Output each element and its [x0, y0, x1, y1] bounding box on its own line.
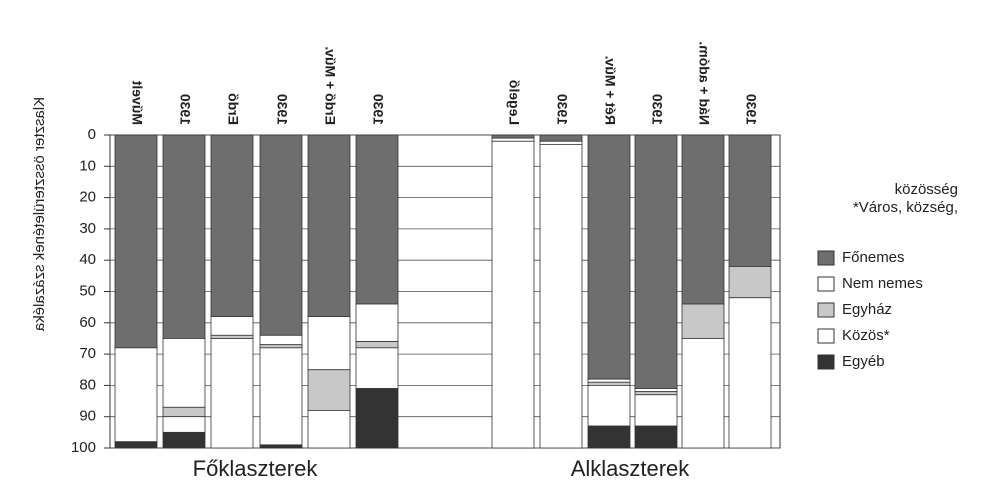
bar-segment	[587, 384, 631, 427]
bar-segment	[681, 338, 725, 449]
bar-segment	[634, 425, 678, 449]
x-tick-label: 1930	[554, 94, 570, 125]
bar-segment	[634, 388, 678, 393]
legend-swatch	[817, 302, 835, 318]
bar-segment	[114, 441, 158, 449]
bar-segment	[162, 134, 206, 339]
y-tick-label: 60	[79, 314, 96, 331]
bar-segment	[307, 134, 351, 317]
legend-label: Egyház	[842, 301, 892, 318]
x-tick-label: Legelő	[506, 80, 522, 125]
bar-segment	[491, 134, 535, 139]
footnote: közösség	[895, 181, 958, 198]
bar-segment	[491, 137, 535, 142]
bar-segment	[162, 431, 206, 449]
x-tick-label: Erdő	[225, 93, 241, 125]
bar-segment	[114, 347, 158, 443]
bar-segment	[307, 410, 351, 449]
x-tick-label: Művelt	[129, 80, 145, 125]
x-tick-label: Erdő + Műv.	[322, 46, 338, 125]
y-tick-label: 40	[79, 251, 96, 268]
bar-segment	[355, 303, 399, 342]
x-tick-label: 1930	[177, 94, 193, 125]
x-tick-label: Rét + Műv.	[602, 56, 618, 125]
bar-segment	[587, 134, 631, 380]
y-tick-label: 90	[79, 408, 96, 425]
bar-segment	[681, 134, 725, 305]
bar-segment	[587, 425, 631, 449]
bar-segment	[681, 303, 725, 339]
bar-segment	[210, 334, 254, 339]
bar-segment	[162, 416, 206, 433]
x-tick-label: 1930	[743, 94, 759, 125]
bar-segment	[539, 134, 583, 142]
bar-segment	[728, 134, 772, 267]
bar-segment	[539, 140, 583, 145]
bar-segment	[587, 378, 631, 383]
bar-segment	[728, 266, 772, 299]
bar-segment	[162, 338, 206, 408]
bar-segment	[634, 391, 678, 396]
bar-segment	[210, 134, 254, 317]
bar-segment	[210, 338, 254, 449]
y-tick-label: 50	[79, 282, 96, 299]
legend-swatch	[817, 276, 835, 292]
bar-segment	[162, 406, 206, 418]
legend-swatch	[817, 328, 835, 344]
x-tick-label: 1930	[370, 94, 386, 125]
y-tick-label: 70	[79, 345, 96, 362]
bar-segment	[355, 347, 399, 389]
bar-segment	[307, 316, 351, 371]
bar-segment	[539, 143, 583, 449]
bar-segment	[259, 134, 303, 336]
bar-segment	[355, 134, 399, 305]
y-tick-label: 100	[71, 439, 96, 456]
bar-segment	[355, 388, 399, 449]
bar-segment	[210, 316, 254, 336]
x-tick-label: Nád + adóm.	[696, 41, 712, 125]
legend-label: Főnemes	[842, 249, 905, 266]
bar-segment	[259, 344, 303, 349]
bar-segment	[259, 334, 303, 346]
y-tick-label: 10	[79, 157, 96, 174]
bar-segment	[355, 341, 399, 349]
legend-label: Egyéb	[842, 353, 885, 370]
bar-segment	[259, 347, 303, 446]
footnote: *Város, község,	[853, 199, 958, 216]
y-tick-label: 30	[79, 220, 96, 237]
legend-label: Közös*	[842, 327, 890, 344]
legend-label: Nem nemes	[842, 275, 923, 292]
legend-swatch	[817, 354, 835, 370]
bar-segment	[307, 369, 351, 411]
bar-segment	[634, 394, 678, 427]
bar-segment	[259, 444, 303, 449]
y-tick-label: 0	[88, 126, 96, 143]
y-tick-label: 20	[79, 189, 96, 206]
x-tick-label: 1930	[274, 94, 290, 125]
bar-segment	[114, 134, 158, 349]
group-label: Főklaszterek	[193, 456, 319, 481]
y-axis-label: Klaszter összterületének százaléka	[31, 97, 48, 332]
bar-segment	[728, 297, 772, 449]
x-tick-label: 1930	[649, 94, 665, 125]
legend-swatch	[817, 250, 835, 266]
bar-segment	[634, 134, 678, 389]
y-tick-label: 80	[79, 376, 96, 393]
group-label: Alklaszterek	[571, 456, 691, 481]
bar-segment	[491, 140, 535, 449]
bar-segment	[587, 381, 631, 386]
